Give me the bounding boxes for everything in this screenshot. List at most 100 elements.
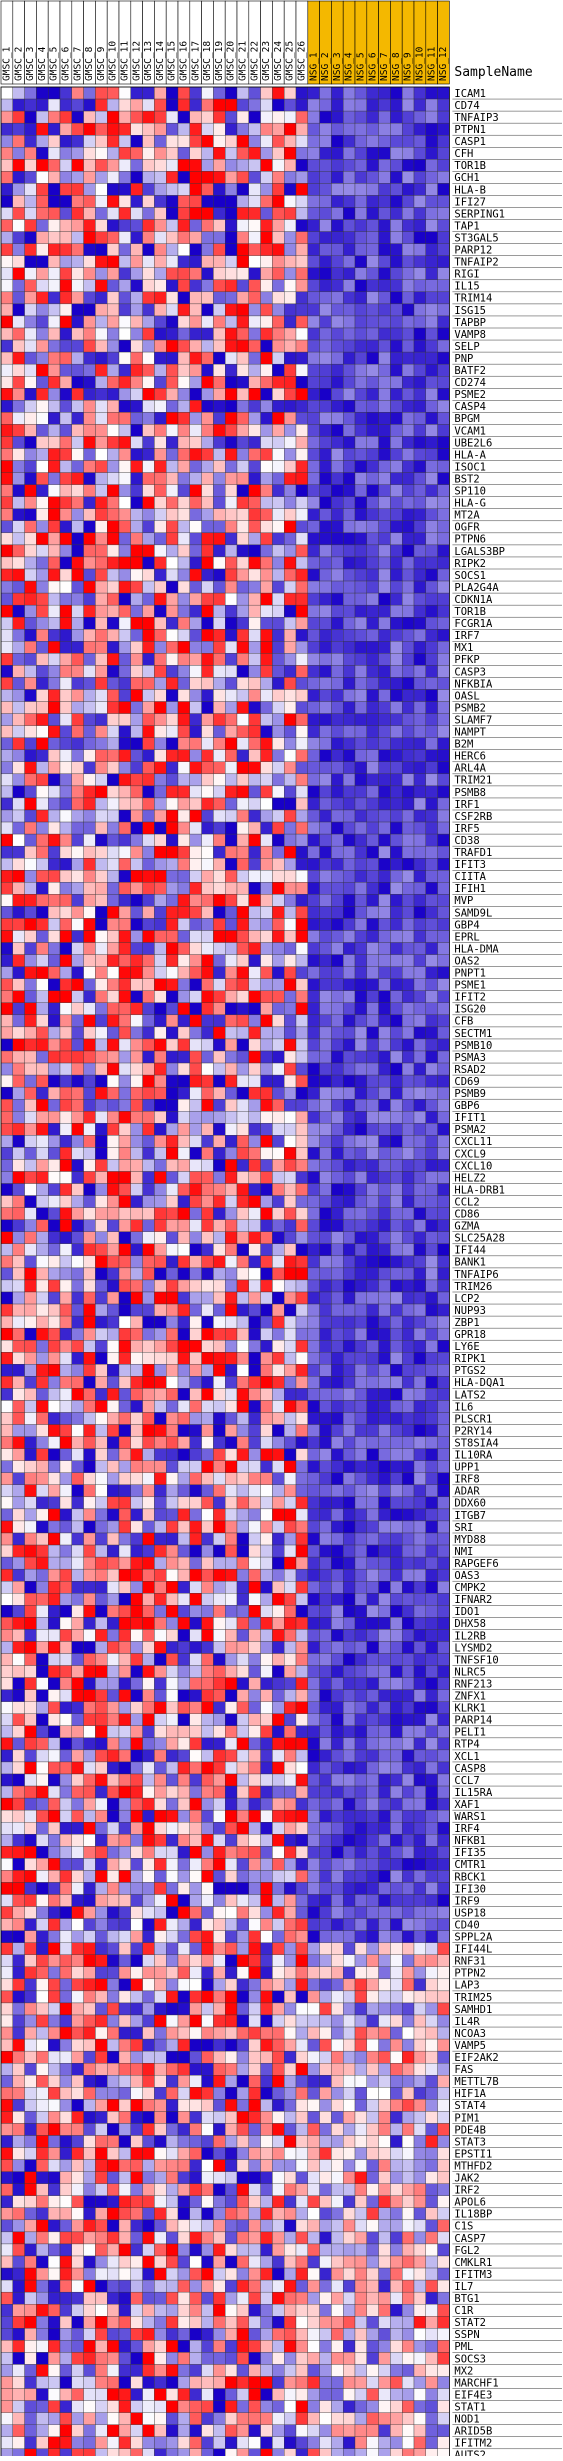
heatmap-cell — [402, 351, 415, 365]
heatmap-cell — [425, 604, 438, 618]
heatmap-cell — [154, 677, 167, 690]
heatmap-cell — [130, 110, 143, 124]
heatmap-cell — [307, 1327, 320, 1341]
heatmap-cell — [24, 797, 37, 811]
heatmap-cell — [343, 1147, 356, 1160]
heatmap-cell — [36, 677, 49, 690]
heatmap-cell — [71, 882, 84, 895]
heatmap-cell — [272, 1412, 285, 1425]
heatmap-cell — [413, 363, 426, 377]
heatmap-cell — [142, 1568, 155, 1582]
heatmap-cell — [437, 219, 450, 232]
heatmap-cell — [71, 1352, 84, 1365]
heatmap-cell — [225, 1099, 238, 1112]
heatmap-cell — [390, 484, 403, 497]
heatmap-cell — [390, 568, 403, 582]
heatmap-cell — [248, 388, 261, 401]
heatmap-cell — [0, 1111, 13, 1124]
heatmap-cell — [272, 1508, 285, 1522]
heatmap-cell — [201, 412, 214, 425]
heatmap-cell — [0, 1038, 13, 1052]
heatmap-cell — [319, 797, 332, 811]
heatmap-cell — [248, 183, 261, 196]
heatmap-cell — [319, 339, 332, 353]
heatmap-cell — [366, 1568, 379, 1582]
heatmap-cell — [307, 1460, 320, 1473]
heatmap-cell — [260, 1593, 273, 1606]
heatmap-cell — [378, 1556, 391, 1570]
heatmap-cell — [390, 122, 403, 136]
heatmap-cell — [95, 1448, 108, 1461]
heatmap-cell — [402, 195, 415, 208]
heatmap-cell — [331, 376, 344, 389]
heatmap-cell — [83, 906, 96, 919]
heatmap-cell — [24, 1171, 37, 1184]
heatmap-cell — [130, 1207, 143, 1220]
heatmap-cell — [107, 1544, 120, 1558]
heatmap-cell — [378, 1340, 391, 1353]
heatmap-cell — [307, 689, 320, 702]
heatmap-cell — [272, 1267, 285, 1281]
heatmap-cell — [354, 520, 367, 534]
heatmap-cell — [36, 737, 49, 750]
heatmap-cell — [402, 424, 415, 437]
heatmap-cell — [413, 1400, 426, 1413]
heatmap-cell — [295, 508, 308, 521]
heatmap-cell — [331, 448, 344, 461]
heatmap-cell — [166, 400, 179, 413]
heatmap-cell — [284, 1231, 297, 1244]
heatmap-cell — [236, 1544, 249, 1558]
heatmap-cell — [59, 773, 72, 787]
heatmap-cell — [248, 1243, 261, 1257]
heatmap-cell — [272, 207, 285, 220]
heatmap-cell — [166, 279, 179, 293]
heatmap-cell — [12, 1279, 25, 1293]
heatmap-cell — [166, 243, 179, 256]
heatmap-cell — [413, 966, 426, 979]
heatmap-cell — [295, 641, 308, 654]
heatmap-cell — [343, 508, 356, 521]
heatmap-cell — [343, 159, 356, 172]
heatmap-cell — [189, 1159, 202, 1172]
heatmap-cell — [59, 1641, 72, 1654]
heatmap-cell — [319, 243, 332, 256]
heatmap-cell — [213, 315, 226, 329]
heatmap-cell — [59, 725, 72, 738]
heatmap-cell — [437, 532, 450, 546]
heatmap-cell — [413, 1364, 426, 1377]
heatmap-cell — [107, 653, 120, 666]
heatmap-cell — [307, 255, 320, 268]
heatmap-cell — [213, 918, 226, 931]
heatmap-cell — [413, 713, 426, 726]
heatmap-cell — [319, 604, 332, 618]
heatmap-cell — [213, 1520, 226, 1534]
heatmap-cell — [201, 219, 214, 232]
heatmap-cell — [118, 1544, 131, 1558]
heatmap-cell — [319, 556, 332, 570]
heatmap-cell — [83, 966, 96, 979]
heatmap-cell — [260, 448, 273, 461]
heatmap-cell — [189, 1496, 202, 1510]
heatmap-cell — [24, 1111, 37, 1124]
heatmap-cell — [0, 785, 13, 799]
heatmap-cell — [213, 580, 226, 594]
heatmap-cell — [189, 1388, 202, 1401]
heatmap-cell — [378, 1062, 391, 1076]
heatmap-cell — [118, 147, 131, 160]
heatmap-cell — [390, 797, 403, 811]
heatmap-cell — [142, 942, 155, 955]
heatmap-cell — [390, 339, 403, 353]
heatmap-cell — [213, 267, 226, 280]
heatmap-cell — [166, 1002, 179, 1016]
heatmap-cell — [177, 1629, 190, 1642]
heatmap-cell — [118, 858, 131, 871]
heatmap-cell — [425, 376, 438, 389]
heatmap-cell — [213, 1279, 226, 1293]
heatmap-cell — [402, 1171, 415, 1184]
heatmap-cell — [272, 604, 285, 618]
heatmap-cell — [343, 1195, 356, 1208]
heatmap-cell — [307, 1496, 320, 1510]
heatmap-cell — [189, 833, 202, 847]
heatmap-cell — [284, 1243, 297, 1257]
heatmap-cell — [213, 1315, 226, 1329]
